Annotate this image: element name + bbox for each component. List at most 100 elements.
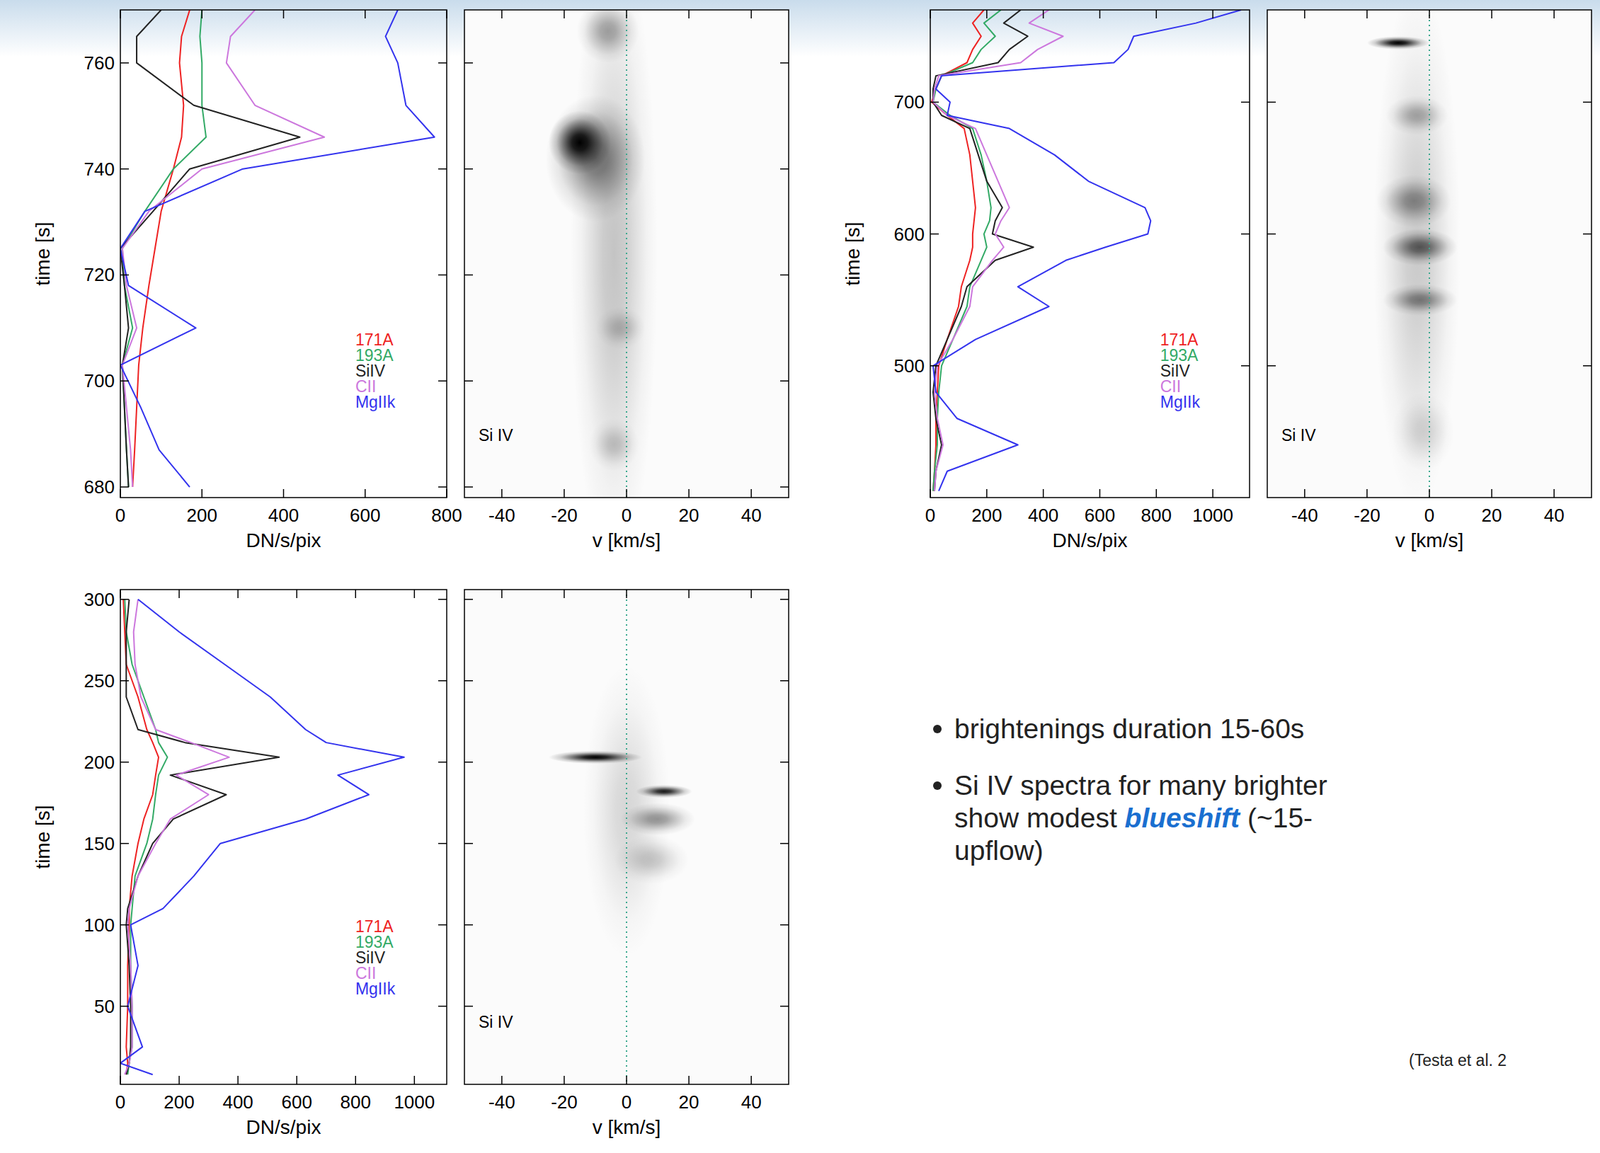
x-tick-label: 40 [1544,504,1565,527]
y-tick [464,62,473,64]
x-tick [625,589,628,599]
y-axis-title: time [s] [841,221,864,286]
y-tick [438,62,447,64]
x-tick-label: -20 [550,1091,578,1113]
emission-component [620,802,696,836]
y-tick [120,1006,129,1008]
x-tick [1490,9,1493,19]
spectrogram-panel: -40-2002040v [km/s]Si IV [464,0,789,573]
x-tick [1366,489,1368,498]
y-tick [930,365,939,367]
emission-component [570,9,658,498]
y-tick [438,761,447,764]
x-tick [414,1076,416,1085]
x-axis-title: DN/s/pix [246,1116,322,1139]
x-tick-label: 800 [1141,504,1172,527]
plot-frame [930,9,1250,498]
x-axis-title: v [km/s] [592,1116,661,1139]
y-tick-label: 700 [894,91,925,113]
x-tick [750,9,752,19]
y-tick [438,1006,447,1008]
y-tick [1267,365,1276,367]
y-tick [120,843,129,845]
x-tick [1042,9,1045,19]
y-tick [464,761,473,764]
y-tick-label: 500 [894,355,925,377]
x-tick-label: 20 [678,1091,700,1113]
y-tick [438,680,447,682]
x-tick [688,489,690,498]
y-tick-label: 600 [894,223,925,245]
emission-component [548,110,611,175]
x-tick [625,1076,628,1085]
y-tick-label: 740 [84,158,115,180]
x-tick [237,589,239,599]
y-tick [438,168,447,170]
x-tick [625,489,628,498]
spectrogram-group [548,589,696,1085]
spectrogram-panel: -40-2002040v [km/s]Si IV [464,589,789,1139]
y-tick [780,843,789,845]
x-tick [1553,9,1555,19]
x-tick [1304,9,1306,19]
x-tick [237,1076,239,1085]
emission-component [1391,392,1455,472]
spectrogram-group [1367,9,1461,498]
x-axis-title: DN/s/pix [246,529,322,552]
y-tick [464,486,473,488]
y-tick [438,598,447,601]
x-tick-label: 400 [222,1091,253,1113]
y-tick-label: 50 [94,996,115,1018]
line-panel: 0200400600800100050100150200250300DN/s/p… [31,589,447,1139]
x-tick [688,1076,690,1085]
emission-component [545,94,646,223]
x-tick [1428,9,1431,19]
x-tick [1156,9,1158,19]
x-tick-label: 20 [1481,504,1503,527]
x-tick [563,489,565,498]
y-tick-label: 700 [84,370,115,392]
series-line [122,9,207,488]
y-tick [1583,101,1592,104]
series-line [933,9,1002,492]
y-tick [120,380,129,382]
emission-component [1373,9,1461,498]
y-tick [780,1006,789,1008]
y-tick [780,924,789,927]
y-tick-label: 150 [84,833,115,855]
emission-component [1382,228,1458,266]
x-tick-label: 0 [925,504,936,527]
y-tick [1267,233,1276,236]
y-tick [464,843,473,845]
bullet-segment: blueshift [1124,802,1242,834]
x-tick-label: -40 [1291,504,1319,527]
series-group [120,599,405,1075]
x-tick-label: -20 [1353,504,1381,527]
x-tick-label: 600 [349,504,381,527]
emission-component [576,9,640,64]
x-tick [1553,489,1555,498]
y-tick-label: 250 [84,670,115,692]
y-tick [464,598,473,601]
x-tick [1304,489,1306,498]
x-tick [1156,489,1158,498]
series-line [124,599,229,1075]
y-tick [120,761,129,764]
reference-line [625,9,628,498]
x-tick [1099,9,1101,19]
x-tick [625,9,628,19]
x-tick-label: 800 [431,504,462,527]
x-tick [986,9,988,19]
y-tick [120,274,129,277]
x-tick-label: 20 [678,504,700,527]
series-line [933,9,1034,492]
y-tick [1241,365,1250,367]
plot-frame [464,9,789,498]
emission-component [589,418,639,472]
emission-component [1385,95,1448,136]
x-tick [501,1076,503,1085]
x-tick-label: 200 [186,504,218,527]
plot-frame [120,9,447,498]
emission-component [613,835,689,885]
x-tick [1212,9,1214,19]
